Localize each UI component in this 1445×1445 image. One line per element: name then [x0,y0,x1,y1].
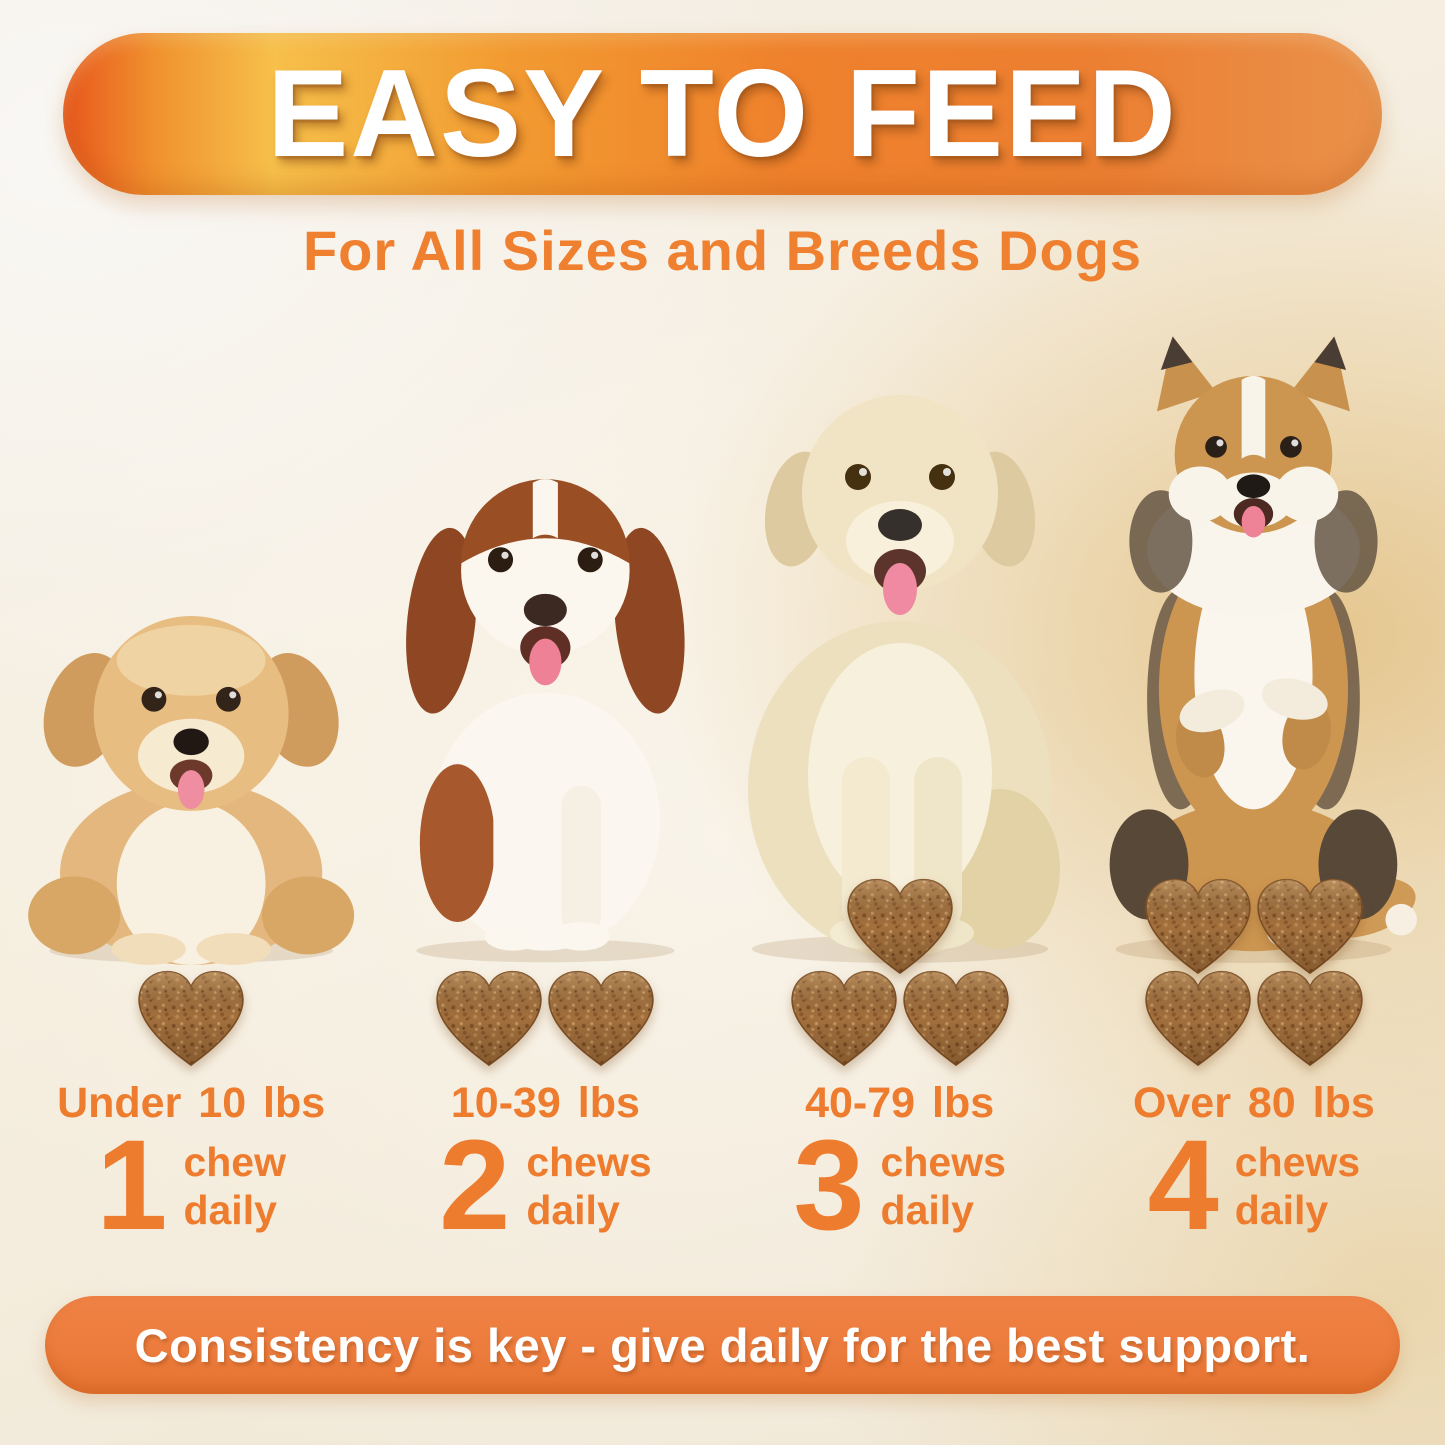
page-title: EASY TO FEED [267,45,1178,183]
chew-heart-icon [1145,878,1251,974]
chew-heart-icon [846,878,953,974]
page-subtitle: For All Sizes and Breeds Dogs [302,219,1143,282]
dose-unit-label: chews daily [1234,1138,1361,1234]
chew-heart-icon [548,970,655,1066]
weight-range-label: 10-39 lbs [450,1079,640,1127]
chew-hearts [770,857,1030,1066]
dose-info: 4 chews daily [1147,1114,1361,1257]
header-banner: EASY TO FEED [63,33,1382,195]
golden-retriever-photo [747,395,1060,963]
dosage-column-over-80-lbs: Over 80 lbs 4 chews daily [1077,300,1431,1257]
chew-heart-icon [138,970,244,1066]
dosage-column-under-10-lbs: Under 10 lbs 1 chew daily [14,300,368,1257]
dose-count: 2 [439,1114,511,1257]
dose-unit-label: chews daily [880,1138,1006,1234]
small-fluffy-tan-puppy-photo [28,616,355,965]
dog-photo-area [723,300,1077,965]
chew-heart-icon [436,970,543,1066]
chew-heart-icon [1145,970,1251,1066]
weight-range-label: Over 80 lbs [1132,1079,1375,1127]
shetland-sheepdog-photo [1110,336,1418,964]
chew-heart-icon [790,970,897,1066]
footer-banner: Consistency is key - give daily for the … [45,1296,1400,1394]
chew-hearts [1124,857,1384,1066]
dog-photo-area [1077,300,1431,965]
dog-photo-area [14,300,368,965]
dosage-columns: Under 10 lbs 1 chew daily [14,300,1431,1257]
dose-info: 3 chews daily [793,1114,1006,1257]
dose-count: 4 [1147,1114,1219,1257]
spaniel-puppy-photo [406,479,685,963]
weight-range-label: 40-79 lbs [805,1079,995,1127]
dose-count: 3 [793,1114,865,1257]
weight-range-label: Under 10 lbs [57,1079,326,1127]
chew-heart-icon [1257,878,1363,974]
dose-info: 2 chews daily [439,1114,652,1257]
dose-info: 1 chew daily [96,1114,286,1257]
dose-unit-label: chews daily [526,1138,652,1234]
dosage-column-40-79-lbs: 40-79 lbs 3 chews daily [723,300,1077,1257]
footer-message: Consistency is key - give daily for the … [134,1318,1311,1372]
chew-hearts [415,857,675,1066]
dog-photo-area [368,300,722,965]
chew-heart-icon [902,970,1009,1066]
dose-count: 1 [96,1114,168,1257]
chew-heart-icon [1257,970,1363,1066]
dosage-column-10-39-lbs: 10-39 lbs 2 chews daily [368,300,722,1257]
chew-hearts [61,857,321,1066]
dose-unit-label: chew daily [183,1138,286,1234]
